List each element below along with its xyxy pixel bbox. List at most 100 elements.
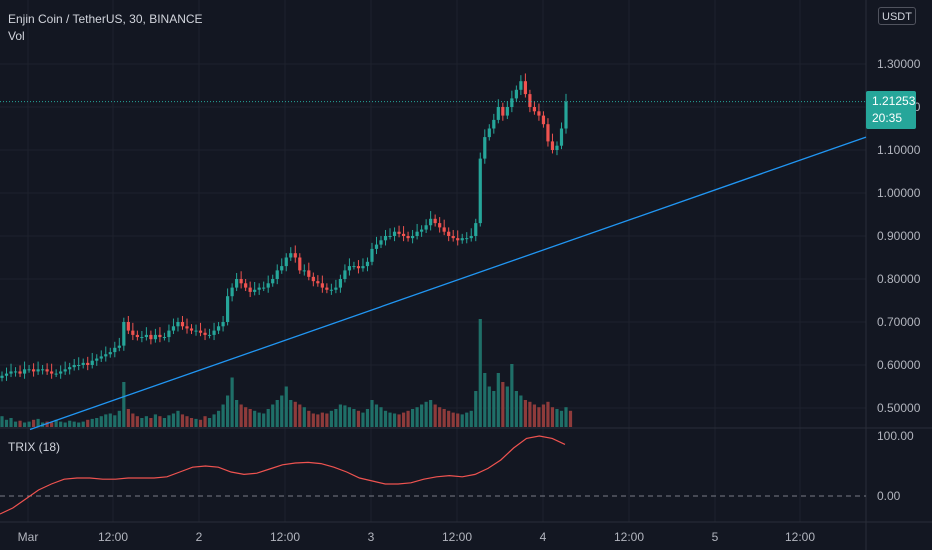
- candle-body: [257, 287, 261, 290]
- volume-bar: [194, 418, 198, 427]
- volume-bar: [433, 404, 437, 427]
- volume-bar: [266, 409, 270, 427]
- volume-bar: [117, 410, 121, 427]
- candle-body: [447, 231, 451, 236]
- last-price-value: 1.21253: [872, 94, 916, 108]
- candle-body: [266, 283, 270, 288]
- candle-body: [36, 369, 40, 372]
- candle-body: [298, 257, 302, 271]
- volume-bar: [311, 413, 315, 427]
- volume-bar: [356, 410, 361, 427]
- volume-bar: [519, 395, 523, 427]
- volume-bar: [203, 416, 207, 427]
- candle-body: [361, 266, 365, 269]
- candle-body: [374, 244, 379, 249]
- candle-body: [22, 369, 27, 374]
- volume-bar: [95, 418, 99, 427]
- candle-body: [469, 236, 473, 239]
- candle-body: [442, 227, 446, 232]
- volume-bar: [568, 410, 573, 427]
- volume-bar: [302, 407, 306, 427]
- volume-bar: [275, 400, 279, 427]
- candle-body: [280, 266, 284, 271]
- volume-bar: [325, 413, 329, 427]
- currency-unit-button[interactable]: USDT: [878, 7, 916, 25]
- candle-body: [510, 98, 514, 107]
- candle-body: [176, 322, 180, 327]
- candle-body: [86, 362, 90, 365]
- volume-bar: [239, 404, 243, 427]
- volume-bar: [81, 421, 85, 427]
- time-tick-label: Mar: [18, 530, 39, 544]
- candle-body: [289, 253, 293, 258]
- candle-body: [532, 107, 537, 112]
- candle-body: [135, 334, 139, 338]
- candle-body: [108, 352, 112, 355]
- volume-bar: [113, 415, 117, 427]
- volume-bar: [271, 404, 275, 427]
- candle-body: [501, 107, 505, 116]
- candle-body: [347, 266, 352, 271]
- candle-body: [293, 253, 297, 258]
- volume-bar: [158, 416, 162, 427]
- candle-body: [226, 296, 230, 322]
- candle-body: [45, 369, 49, 372]
- volume-bar: [374, 404, 379, 427]
- volume-bar: [451, 412, 455, 427]
- volume-bar: [514, 391, 518, 427]
- candle-body: [185, 326, 189, 329]
- volume-bar: [410, 409, 415, 427]
- volume-bar: [131, 413, 135, 427]
- volume-bar: [180, 414, 185, 427]
- volume-bar: [176, 410, 180, 427]
- volume-bar: [510, 364, 514, 427]
- price-tick-label: 0.50000: [877, 401, 921, 415]
- volume-bar: [501, 382, 505, 427]
- candle-body: [546, 124, 550, 142]
- volume-bar: [474, 391, 478, 427]
- price-tick-label: 0.60000: [877, 358, 921, 372]
- volume-bar: [189, 418, 194, 427]
- volume-bar: [388, 412, 392, 427]
- volume-bar: [460, 414, 464, 427]
- volume-bar: [523, 400, 527, 427]
- candle-body: [383, 236, 388, 241]
- volume-bar: [59, 421, 63, 427]
- candle-body: [329, 289, 333, 291]
- candle-body: [519, 81, 523, 90]
- volume-bar: [397, 414, 401, 427]
- candle-body: [325, 287, 329, 290]
- volume-bar: [564, 407, 568, 427]
- candle-body: [72, 365, 76, 368]
- candle-body: [415, 231, 419, 236]
- trix-tick-label: 100.00: [877, 429, 914, 443]
- candle-body: [235, 279, 239, 288]
- volume-bar: [0, 416, 4, 427]
- candle-body: [456, 238, 460, 241]
- volume-bar: [68, 420, 72, 427]
- candle-body: [352, 266, 356, 268]
- volume-bar: [212, 414, 216, 427]
- volume-bar: [235, 400, 239, 427]
- candle-body: [59, 371, 63, 374]
- candle-body: [302, 270, 306, 272]
- volume-bar: [13, 421, 18, 427]
- candle-body: [487, 128, 491, 138]
- candle-body: [564, 101, 568, 129]
- candle-body: [406, 236, 410, 239]
- volume-bar: [149, 418, 153, 427]
- volume-bar: [216, 410, 221, 427]
- volume-bar: [86, 419, 90, 427]
- volume-bar: [262, 413, 266, 427]
- candle-body: [365, 261, 370, 267]
- volume-bar: [483, 373, 487, 427]
- candle-body: [253, 289, 257, 292]
- candle-body: [514, 89, 518, 99]
- candle-body: [343, 270, 347, 279]
- volume-bar: [347, 407, 352, 427]
- candle-body: [221, 322, 225, 327]
- candle-body: [248, 287, 252, 292]
- last-price-tag: 1.21253 20:35: [866, 91, 916, 129]
- volume-bar: [559, 410, 564, 427]
